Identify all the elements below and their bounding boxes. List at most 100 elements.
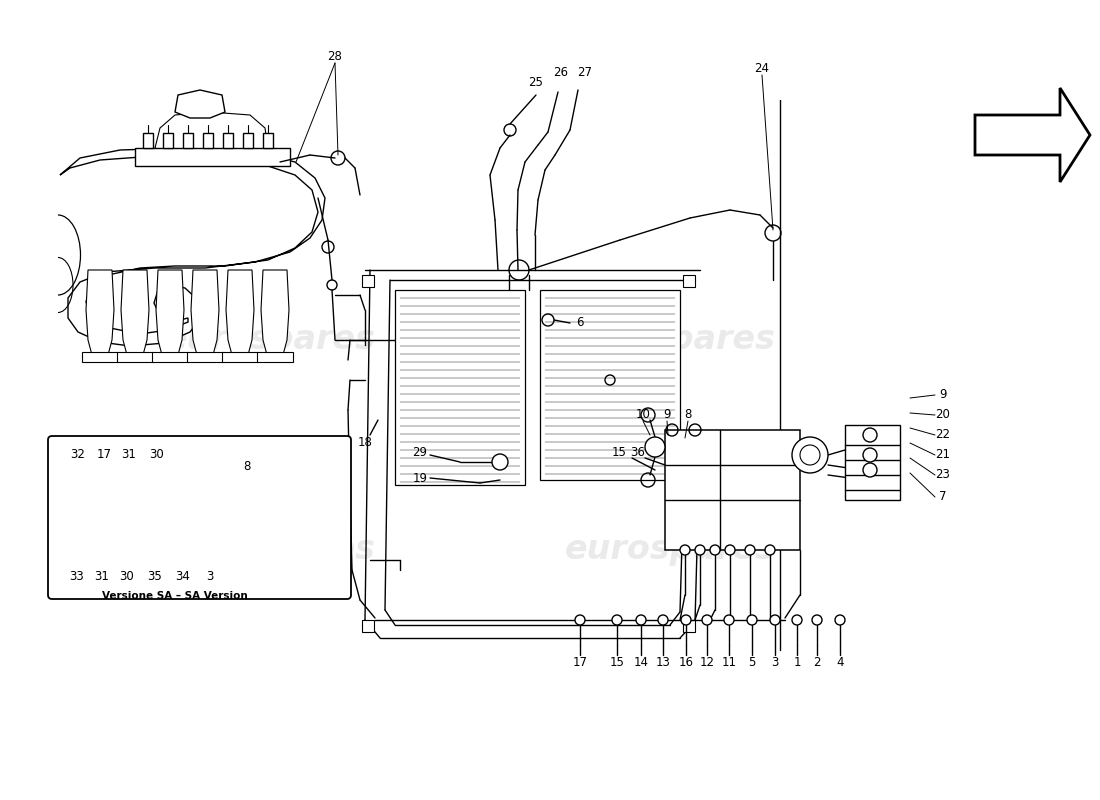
Text: eurospares: eurospares	[564, 534, 776, 566]
Circle shape	[764, 545, 776, 555]
Text: 30: 30	[150, 449, 164, 462]
Bar	[204, 133, 213, 148]
Text: 28: 28	[328, 50, 342, 63]
Circle shape	[725, 545, 735, 555]
Text: 8: 8	[684, 409, 692, 422]
Text: 29: 29	[412, 446, 428, 458]
Text: 3: 3	[207, 570, 213, 583]
Bar	[683, 275, 695, 287]
Text: 17: 17	[572, 657, 587, 670]
Polygon shape	[191, 270, 219, 355]
Circle shape	[236, 551, 244, 559]
Circle shape	[265, 463, 279, 477]
Text: 12: 12	[700, 657, 715, 670]
Circle shape	[612, 615, 621, 625]
Text: 13: 13	[656, 657, 670, 670]
Circle shape	[492, 454, 508, 470]
Text: 15: 15	[612, 446, 626, 458]
Bar	[666, 430, 800, 550]
Text: 27: 27	[578, 66, 593, 78]
Text: 31: 31	[122, 449, 136, 462]
Bar	[845, 425, 900, 500]
Circle shape	[256, 551, 264, 559]
Text: 8: 8	[243, 461, 251, 474]
Bar	[187, 352, 223, 362]
Text: 23: 23	[936, 469, 950, 482]
Text: 30: 30	[120, 570, 134, 583]
Circle shape	[156, 551, 164, 559]
Circle shape	[864, 463, 877, 477]
Text: eurospares: eurospares	[165, 323, 375, 357]
Circle shape	[792, 615, 802, 625]
Bar	[222, 352, 258, 362]
Circle shape	[636, 615, 646, 625]
Polygon shape	[175, 90, 226, 118]
Text: 17: 17	[97, 449, 111, 462]
Bar	[540, 290, 680, 480]
Bar	[117, 352, 153, 362]
Bar	[362, 275, 374, 287]
Bar	[152, 352, 188, 362]
Polygon shape	[975, 88, 1090, 182]
Circle shape	[265, 490, 279, 504]
Text: eurospares: eurospares	[564, 323, 776, 357]
Bar	[257, 352, 293, 362]
Circle shape	[724, 615, 734, 625]
Text: 5: 5	[748, 657, 756, 670]
Text: 2: 2	[813, 657, 821, 670]
Circle shape	[680, 545, 690, 555]
Bar	[362, 620, 374, 632]
Text: 25: 25	[529, 75, 543, 89]
Circle shape	[658, 615, 668, 625]
Text: 1: 1	[793, 657, 801, 670]
Text: 19: 19	[412, 471, 428, 485]
Circle shape	[710, 545, 720, 555]
Circle shape	[645, 437, 665, 457]
Text: 22: 22	[935, 429, 950, 442]
Text: 33: 33	[69, 570, 85, 583]
Polygon shape	[226, 270, 254, 355]
Bar	[263, 133, 273, 148]
FancyBboxPatch shape	[48, 436, 351, 599]
Bar	[395, 290, 525, 485]
Text: 18: 18	[358, 437, 373, 450]
Text: 4: 4	[836, 657, 844, 670]
Circle shape	[72, 507, 84, 519]
Text: 26: 26	[553, 66, 569, 78]
Bar	[150, 460, 270, 555]
Circle shape	[695, 545, 705, 555]
Text: 34: 34	[176, 570, 190, 583]
Bar	[163, 133, 173, 148]
Bar	[223, 133, 233, 148]
Circle shape	[745, 545, 755, 555]
Text: 10: 10	[636, 409, 650, 422]
Circle shape	[76, 534, 88, 546]
Text: 14: 14	[634, 657, 649, 670]
Polygon shape	[60, 148, 324, 346]
Circle shape	[216, 551, 224, 559]
Text: eurospares: eurospares	[165, 534, 375, 566]
Bar	[183, 133, 192, 148]
Text: 9: 9	[663, 409, 671, 422]
Polygon shape	[156, 270, 184, 355]
Text: 32: 32	[70, 449, 86, 462]
Circle shape	[800, 445, 820, 465]
Circle shape	[864, 448, 877, 462]
Circle shape	[835, 615, 845, 625]
Text: 35: 35	[147, 570, 163, 583]
Bar	[82, 352, 118, 362]
Text: 6: 6	[576, 317, 584, 330]
Text: Versione SA – SA Version: Versione SA – SA Version	[102, 591, 248, 601]
Circle shape	[575, 615, 585, 625]
Circle shape	[681, 615, 691, 625]
Circle shape	[702, 615, 712, 625]
Circle shape	[864, 428, 877, 442]
Text: 24: 24	[755, 62, 770, 74]
Polygon shape	[155, 112, 268, 158]
Text: 20: 20	[936, 409, 950, 422]
Text: 21: 21	[935, 449, 950, 462]
Text: 9: 9	[939, 389, 947, 402]
Bar	[683, 620, 695, 632]
Circle shape	[196, 551, 204, 559]
Text: 31: 31	[95, 570, 109, 583]
